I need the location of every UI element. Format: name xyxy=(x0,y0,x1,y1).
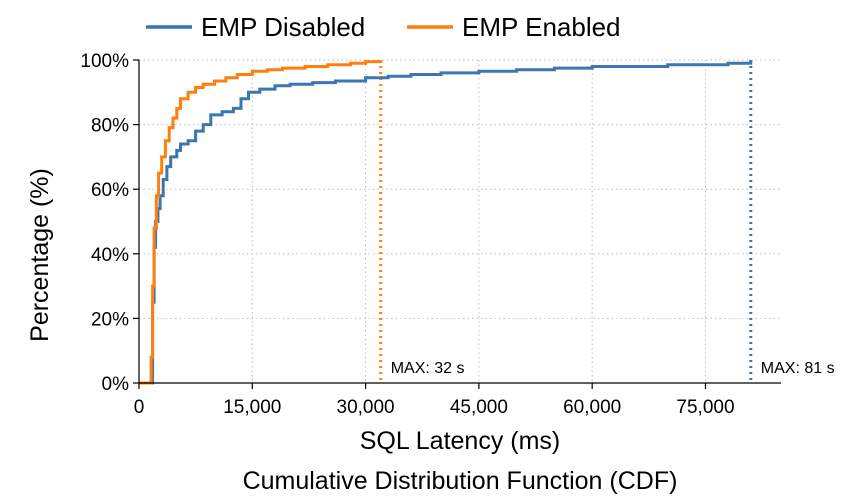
x-tick-label: 0 xyxy=(134,397,145,418)
x-tick-label: 15,000 xyxy=(223,397,281,418)
x-tick-label: 45,000 xyxy=(450,397,508,418)
legend: EMP Disabled EMP Enabled xyxy=(146,12,621,42)
legend-label-emp-enabled: EMP Enabled xyxy=(462,12,621,42)
max-markers xyxy=(379,60,753,383)
axes xyxy=(133,59,781,389)
y-tick-label: 20% xyxy=(91,309,129,330)
x-tick-label: 60,000 xyxy=(563,397,621,418)
x-tick-label: 75,000 xyxy=(676,397,734,418)
max-annotation-label: MAX: 32 s xyxy=(391,360,465,377)
y-tick-label: 80% xyxy=(91,116,129,137)
series-line-emp-enabled xyxy=(139,60,383,385)
y-tick-label: 100% xyxy=(80,51,129,72)
chart-caption: Cumulative Distribution Function (CDF) xyxy=(243,467,678,495)
max-annotation-label: MAX: 81 s xyxy=(761,360,835,377)
y-axis-title: Percentage (%) xyxy=(26,168,54,342)
series-lines xyxy=(139,60,753,385)
series-line-emp-disabled xyxy=(139,60,753,385)
x-tick-label: 30,000 xyxy=(337,397,395,418)
y-tick-label: 40% xyxy=(91,245,129,266)
x-axis-title: SQL Latency (ms) xyxy=(360,427,561,455)
y-tick-label: 0% xyxy=(102,374,130,395)
tick-labels: 0% 20% 40% 60% 80% 100% 0 15,000 30,000 45,000 60,… xyxy=(80,51,834,418)
legend-label-emp-disabled: EMP Disabled xyxy=(201,12,365,42)
y-tick-label: 60% xyxy=(91,180,129,201)
